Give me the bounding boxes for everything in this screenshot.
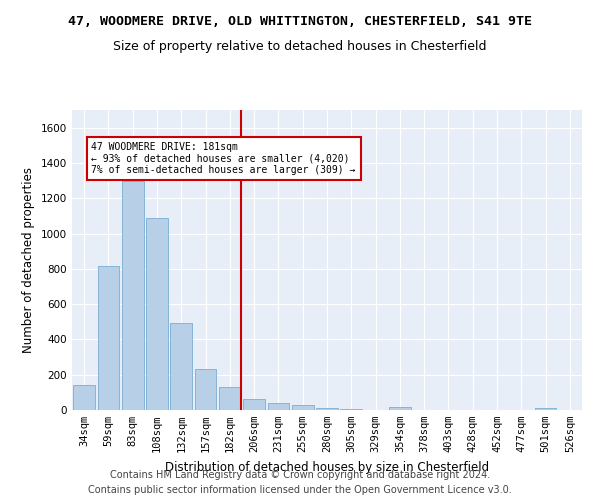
Bar [389, 408, 411, 410]
Bar [268, 404, 289, 410]
Text: 47 WOODMERE DRIVE: 181sqm
← 93% of detached houses are smaller (4,020)
7% of sem: 47 WOODMERE DRIVE: 181sqm ← 93% of detac… [91, 142, 356, 175]
Text: Size of property relative to detached houses in Chesterfield: Size of property relative to detached ho… [113, 40, 487, 53]
Bar [122, 182, 143, 410]
Bar [194, 368, 217, 410]
Bar [340, 409, 362, 410]
Y-axis label: Number of detached properties: Number of detached properties [22, 167, 35, 353]
Bar [170, 322, 192, 410]
Bar [292, 405, 314, 410]
X-axis label: Distribution of detached houses by size in Chesterfield: Distribution of detached houses by size … [165, 460, 489, 473]
Bar [243, 398, 265, 410]
Bar [535, 408, 556, 410]
Bar [97, 266, 119, 410]
Bar [73, 386, 95, 410]
Text: 47, WOODMERE DRIVE, OLD WHITTINGTON, CHESTERFIELD, S41 9TE: 47, WOODMERE DRIVE, OLD WHITTINGTON, CHE… [68, 15, 532, 28]
Bar [316, 408, 338, 410]
Bar [146, 218, 168, 410]
Text: Contains public sector information licensed under the Open Government Licence v3: Contains public sector information licen… [88, 485, 512, 495]
Text: Contains HM Land Registry data © Crown copyright and database right 2024.: Contains HM Land Registry data © Crown c… [110, 470, 490, 480]
Bar [219, 387, 241, 410]
